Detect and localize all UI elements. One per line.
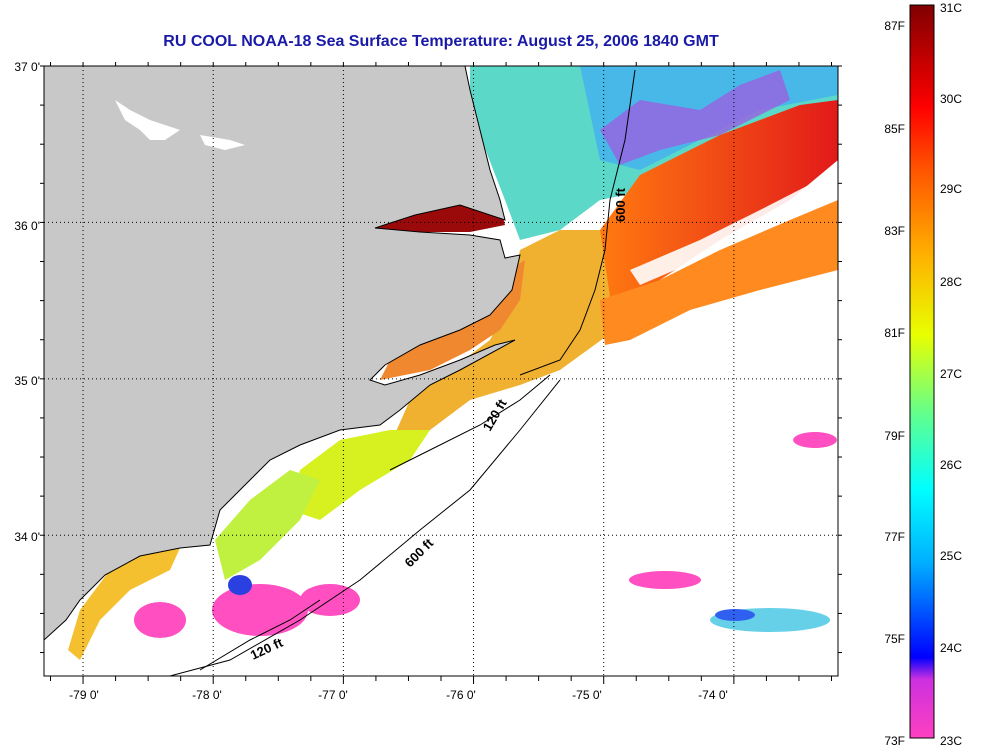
colorbar-c-label: 26C xyxy=(940,458,962,472)
colorbar-f-label: 85F xyxy=(884,122,905,136)
colorbar-f-label: 79F xyxy=(884,429,905,443)
sst-shelf-warm xyxy=(390,230,615,445)
isobath-600ft-north xyxy=(519,69,636,376)
colorbar-c-label: 23C xyxy=(940,734,962,748)
axis-ticks xyxy=(40,62,842,684)
cloud-streak xyxy=(630,170,838,285)
sst-raleigh-bay xyxy=(290,430,430,520)
colorbar-c-label: 25C xyxy=(940,549,962,563)
lon-label: -78 0' xyxy=(192,688,222,702)
sst-onslow-bay xyxy=(215,470,320,580)
colorbar-c-label: 24C xyxy=(940,641,962,655)
land-mass xyxy=(44,66,521,641)
inland-lake xyxy=(115,100,180,140)
contour-label: 600 ft xyxy=(613,187,628,222)
colorbar xyxy=(909,4,935,739)
lon-label: -77 0' xyxy=(318,688,348,702)
lat-label: 34 0' xyxy=(14,530,40,544)
colorbar-c-label: 28C xyxy=(940,275,962,289)
colorbar-f-label: 83F xyxy=(884,224,905,238)
isobath-120ft-mid xyxy=(389,374,551,471)
colorbar-f-label: 73F xyxy=(884,734,905,748)
colorbar-c-label: 31C xyxy=(940,1,962,15)
colorbar-c-label: 30C xyxy=(940,92,962,106)
map-title: RU COOL NOAA-18 Sea Surface Temperature:… xyxy=(163,33,719,50)
sst-magenta-patch xyxy=(793,432,837,448)
graticule xyxy=(44,66,838,676)
colorbar-f-label: 87F xyxy=(884,19,905,33)
lon-label: -74 0' xyxy=(698,688,728,702)
lat-label: 35 0' xyxy=(14,374,40,388)
colorbar-c-label: 29C xyxy=(940,182,962,196)
sst-offshore-orange xyxy=(600,200,838,345)
lat-label: 36 0' xyxy=(14,219,40,233)
isobath-120ft-south xyxy=(199,599,321,671)
colorbar-c-label: 27C xyxy=(940,367,962,381)
colorbar-f-label: 77F xyxy=(884,530,905,544)
sst-blue-patch xyxy=(715,609,755,621)
sst-magenta-patch xyxy=(134,602,186,638)
inland-lake xyxy=(200,135,245,150)
colorbar-f-label: 75F xyxy=(884,632,905,646)
isobath-600ft-south xyxy=(169,379,561,676)
lon-label: -79 0' xyxy=(69,688,99,702)
sst-long-bay xyxy=(68,548,180,660)
sst-purple-patch xyxy=(600,70,790,165)
sst-blue-patch xyxy=(228,575,252,595)
sst-magenta-patch xyxy=(629,571,701,589)
sst-magenta-patch xyxy=(212,584,308,636)
colorbar-f-label: 81F xyxy=(884,326,905,340)
lon-label: -76 0' xyxy=(446,688,476,702)
lon-label: -75 0' xyxy=(572,688,602,702)
lat-label: 37 0' xyxy=(14,60,40,74)
